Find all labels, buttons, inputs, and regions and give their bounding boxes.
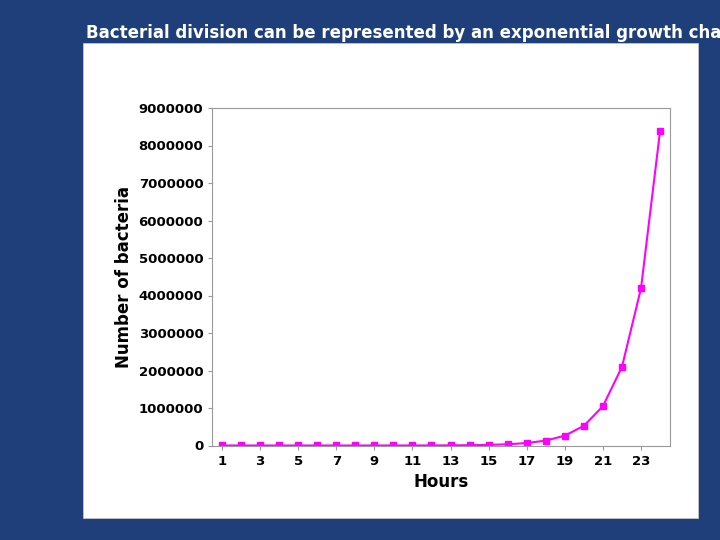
X-axis label: Hours: Hours — [413, 473, 469, 491]
Y-axis label: Number of bacteria: Number of bacteria — [115, 186, 133, 368]
Text: Bacterial division can be represented by an exponential growth chart: Bacterial division can be represented by… — [86, 24, 720, 42]
